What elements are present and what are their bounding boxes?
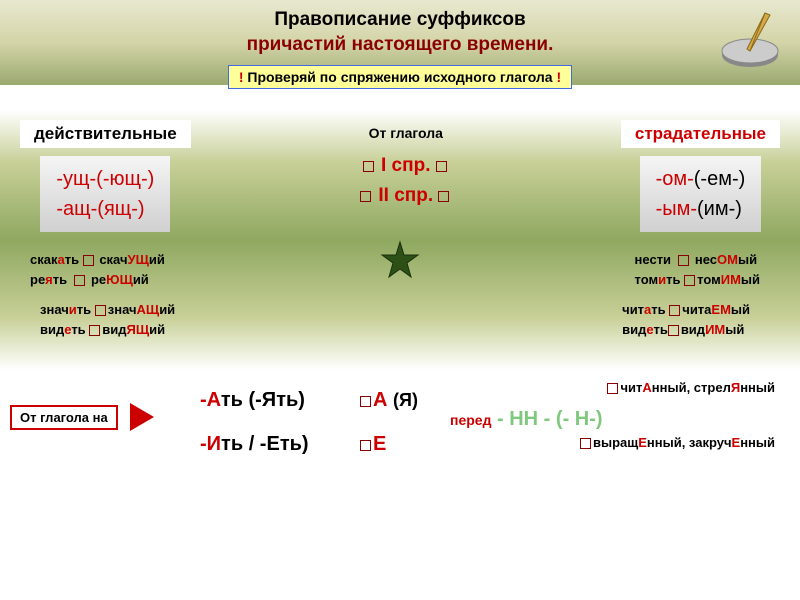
- arrow-icon: [130, 403, 154, 431]
- example-right-top: нести несОМый томить томИМый: [635, 250, 760, 289]
- example-left-bottom: значить значАЩий видеть видЯЩий: [40, 300, 175, 339]
- example-right-bottom: читать читаЕМый видетьвидИМый: [622, 300, 750, 339]
- middle-column: От глагола I спр. II спр.: [360, 120, 451, 211]
- nn-rule: перед - НН - (- Н-): [450, 408, 603, 431]
- passive-suffixes: -ом-(-ем-) -ым-(им-): [640, 156, 762, 232]
- passive-header: страдательные: [621, 120, 780, 148]
- title-line2: причастий настоящего времени.: [247, 34, 554, 55]
- from-verb-label: От глагола: [369, 125, 443, 141]
- check-rule-box: ! Проверяй по спряжению исходного глагол…: [228, 65, 572, 89]
- page-title: Правописание суффиксов причастий настоящ…: [20, 8, 780, 57]
- conjugation-2: II спр.: [360, 185, 451, 207]
- passive-column: страдательные -ом-(-ем-) -ым-(им-): [621, 120, 780, 232]
- bottom-example-2: выращЕнный, закручЕнный: [580, 435, 775, 450]
- infinitive-endings: -Ать (-Ять) -Ить / -Еть): [200, 378, 309, 466]
- active-header: действительные: [20, 120, 191, 148]
- bottom-example-1: читАнный, стрелЯнный: [607, 380, 775, 395]
- conjugation-1: I спр.: [363, 155, 449, 177]
- title-line1: Правописание суффиксов: [274, 9, 525, 30]
- active-column: действительные -ущ-(-ющ-) -ащ-(ящ-): [20, 120, 191, 232]
- active-suffixes: -ущ-(-ющ-) -ащ-(ящ-): [40, 156, 170, 232]
- star-icon: [380, 240, 420, 280]
- example-left-top: скакать скачУЩий реять реЮЩий: [30, 250, 165, 289]
- bottom-section: От глагола на -Ать (-Ять) -Ить / -Еть) А…: [0, 370, 800, 390]
- from-verb-on-box: От глагола на: [10, 405, 118, 430]
- vowel-result: А (Я) Е: [360, 378, 418, 466]
- main-content-band: действительные -ущ-(-ющ-) -ащ-(ящ-) От г…: [0, 110, 800, 370]
- pen-icon: [715, 5, 785, 75]
